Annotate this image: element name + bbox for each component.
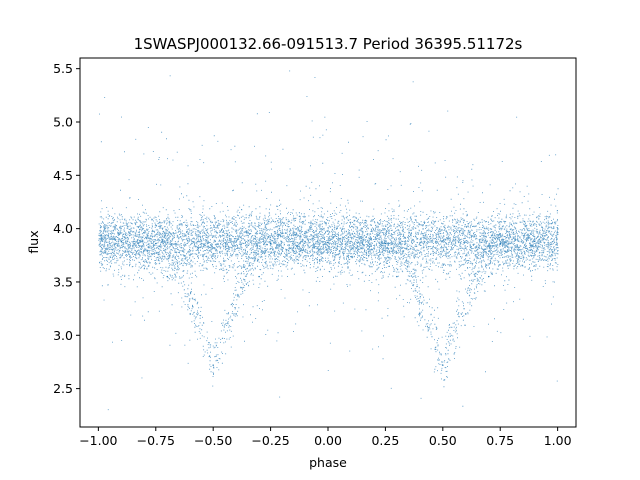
data-point [499, 242, 501, 245]
y-axis: 2.5 3.0 3.5 4.0 4.5 5.0 5.5 [53, 61, 80, 396]
scatter-point-cloud [98, 70, 559, 411]
x-tick-label: −0.50 [194, 433, 232, 448]
y-axis-label: flux [26, 230, 41, 253]
data-point [258, 275, 260, 278]
data-point [396, 275, 398, 278]
y-tick-label: 5.0 [53, 114, 73, 129]
scatter-points [98, 70, 559, 411]
data-point [212, 364, 214, 366]
data-point [442, 364, 444, 366]
data-point [350, 240, 352, 243]
data-point [304, 240, 306, 243]
x-tick-label: 0.75 [486, 433, 514, 448]
data-point [533, 240, 536, 243]
x-axis-label: phase [309, 455, 347, 470]
data-point [488, 275, 490, 278]
x-tick-label: −0.25 [251, 433, 289, 448]
data-point [384, 242, 387, 245]
data-point [120, 240, 123, 243]
data-point [235, 313, 237, 315]
x-tick-label: −1.00 [79, 433, 117, 448]
data-point [419, 313, 421, 315]
x-tick-label: −0.75 [137, 433, 175, 448]
x-axis: −1.00 −0.75 −0.50 −0.25 0.00 0.25 0.50 0.75 1.00 [79, 427, 572, 448]
y-tick-label: 3.0 [53, 328, 73, 343]
x-tick-label: 1.00 [544, 433, 572, 448]
y-tick-label: 5.5 [53, 61, 73, 76]
data-point [155, 242, 157, 245]
data-point [189, 313, 191, 315]
data-point [327, 241, 329, 244]
y-tick-label: 2.5 [53, 381, 73, 396]
x-tick-label: 0.50 [429, 433, 457, 448]
data-point [166, 275, 168, 278]
y-tick-label: 4.5 [53, 168, 73, 183]
y-tick-label: 3.5 [53, 274, 73, 289]
data-point [465, 313, 467, 315]
data-point [269, 242, 272, 245]
x-tick-label: 0.00 [314, 433, 342, 448]
x-tick-label: 0.25 [371, 433, 399, 448]
chart-title: 1SWASPJ000132.66-091513.7 Period 36395.5… [134, 35, 523, 53]
y-tick-label: 4.0 [53, 221, 73, 236]
